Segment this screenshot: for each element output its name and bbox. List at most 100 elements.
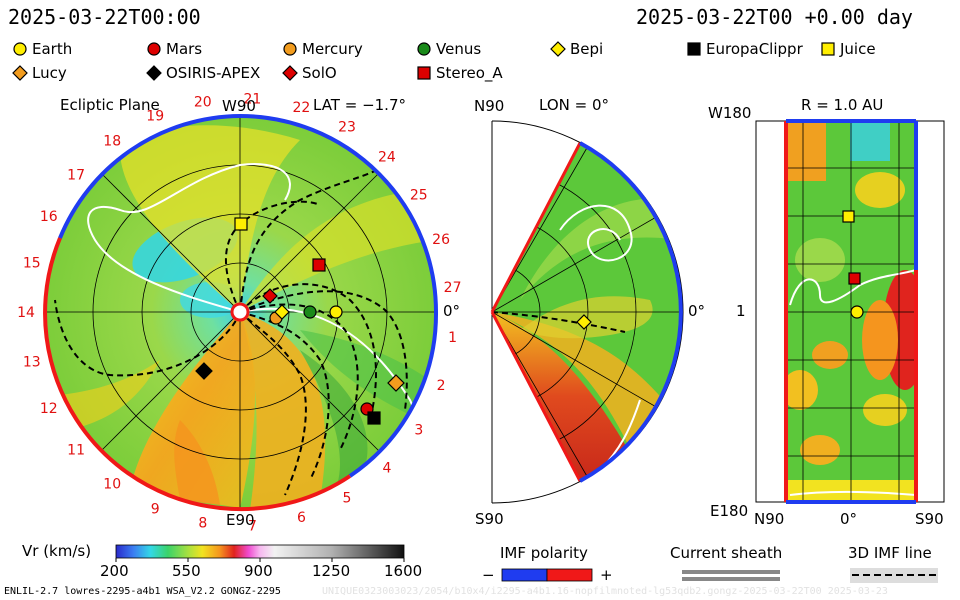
square-icon (417, 66, 431, 80)
marker-bepi-ecliptic (274, 304, 290, 320)
square-icon (687, 42, 701, 56)
marker-stereo-a-radial (848, 272, 861, 285)
legend-item-mercury: Mercury (282, 40, 363, 58)
colorbar-label: Vr (km/s) (22, 542, 92, 560)
legend-item-europaclippr: EuropaClippr (686, 40, 803, 58)
circle-icon (147, 42, 161, 56)
carrington-label-22: 22 (292, 100, 310, 116)
legend-label: Mars (166, 40, 203, 58)
legend-label: Earth (32, 40, 73, 58)
carrington-label-9: 9 (151, 502, 160, 518)
legend-item-stereo-a: Stereo_A (416, 64, 503, 82)
marker-stereo-a-ecliptic (312, 258, 326, 272)
legend-item-solo: SolO (282, 64, 337, 82)
carrington-label-7: 7 (248, 519, 257, 535)
imf-plus-label: + (600, 566, 613, 584)
marker-earth-ecliptic (329, 305, 343, 319)
marker-venus-ecliptic (303, 305, 317, 319)
carrington-label-13: 13 (23, 354, 41, 370)
carrington-label-2: 2 (437, 378, 446, 394)
carrington-label-15: 15 (23, 256, 41, 272)
legend-item-lucy: Lucy (12, 64, 67, 82)
marker-europaclippr-ecliptic (367, 411, 381, 425)
current-sheath-label: Current sheath (670, 544, 783, 562)
circle-icon (417, 42, 431, 56)
meridional-right-label: 0° (688, 302, 706, 320)
radial-x-label-0: 0° (840, 510, 858, 528)
ecliptic-top-label: W90 (222, 97, 256, 115)
legend-label: Lucy (32, 64, 67, 82)
ecliptic-panel (43, 114, 439, 512)
carrington-label-24: 24 (378, 149, 396, 165)
carrington-label-5: 5 (343, 490, 352, 506)
radial-top-left-label: W180 (708, 104, 752, 122)
meridional-lon-label: LON = 0° (539, 96, 609, 114)
ecliptic-markers (195, 217, 405, 425)
marker-bepi-meridional (576, 314, 592, 330)
radial-mid-left-label: 1 (736, 302, 746, 320)
carrington-label-4: 4 (382, 461, 391, 477)
watermark: UNIQUE0323003023/2054/b10x4/i2295-a4b1.1… (322, 586, 888, 597)
legend-item-mars: Mars (146, 40, 202, 58)
radial-x-label-s90: S90 (915, 510, 944, 528)
diamond-icon (550, 41, 566, 57)
legend-label: Venus (436, 40, 482, 58)
meridional-bottom-label: S90 (475, 510, 504, 528)
imf-line-label: 3D IMF line (848, 544, 932, 562)
marker-juice-radial (842, 210, 855, 223)
carrington-label-8: 8 (198, 516, 207, 532)
legend-label: Bepi (570, 40, 604, 58)
carrington-label-11: 11 (67, 443, 85, 459)
model-info: ENLIL-2.7 lowres-2295-a4b1 WSA_V2.2 GONG… (4, 586, 281, 597)
meridional-panel (490, 120, 684, 504)
legend-label: Stereo_A (436, 64, 503, 82)
ecliptic-title: Ecliptic Plane (60, 96, 160, 114)
carrington-label-1: 1 (448, 330, 457, 346)
diamond-icon (146, 65, 162, 81)
carrington-label-18: 18 (103, 133, 121, 149)
timestamp-left: 2025-03-22T00:00 (8, 5, 201, 29)
imf-polarity-negative (501, 568, 548, 582)
legend-label: EuropaClippr (706, 40, 803, 58)
ecliptic-right-label: 0° (443, 302, 461, 320)
carrington-label-26: 26 (432, 232, 450, 248)
legend-item-venus: Venus (416, 40, 481, 58)
radial-panel (755, 119, 945, 504)
colorbar (115, 544, 405, 559)
carrington-label-25: 25 (410, 187, 428, 203)
legend-item-osiris-apex: OSIRIS-APEX (146, 64, 260, 82)
carrington-label-21: 21 (243, 91, 261, 107)
circle-icon (283, 42, 297, 56)
radial-x-label-n90: N90 (754, 510, 785, 528)
diamond-icon (12, 65, 28, 81)
carrington-label-6: 6 (297, 510, 306, 526)
legend-item-juice: Juice (820, 40, 876, 58)
carrington-label-16: 16 (40, 209, 58, 225)
carrington-label-19: 19 (146, 109, 164, 125)
legend-item-earth: Earth (12, 40, 72, 58)
timestamp-right: 2025-03-22T00 +0.00 day (636, 5, 913, 29)
current-sheath-symbol (682, 570, 780, 581)
carrington-label-17: 17 (67, 167, 85, 183)
circle-icon (13, 42, 27, 56)
imf-minus-label: − (482, 566, 495, 584)
carrington-label-23: 23 (338, 120, 356, 136)
marker-osiris-apex-ecliptic (195, 362, 213, 380)
carrington-label-14: 14 (17, 305, 35, 321)
imf-polarity-positive (546, 568, 593, 582)
colorbar-tick-1250: 1250 (312, 562, 351, 580)
colorbar-tick-550: 550 (172, 562, 201, 580)
colorbar-tick-1600: 1600 (384, 562, 423, 580)
marker-juice-ecliptic (234, 217, 248, 231)
imf-polarity-label: IMF polarity (500, 544, 588, 562)
carrington-label-10: 10 (103, 477, 121, 493)
legend-item-bepi: Bepi (550, 40, 603, 58)
carrington-label-3: 3 (414, 423, 423, 439)
legend-label: OSIRIS-APEX (166, 64, 261, 82)
legend-label: Juice (840, 40, 876, 58)
carrington-label-27: 27 (444, 280, 462, 296)
marker-lucy-ecliptic (387, 374, 405, 392)
colorbar-tick-900: 900 (244, 562, 273, 580)
